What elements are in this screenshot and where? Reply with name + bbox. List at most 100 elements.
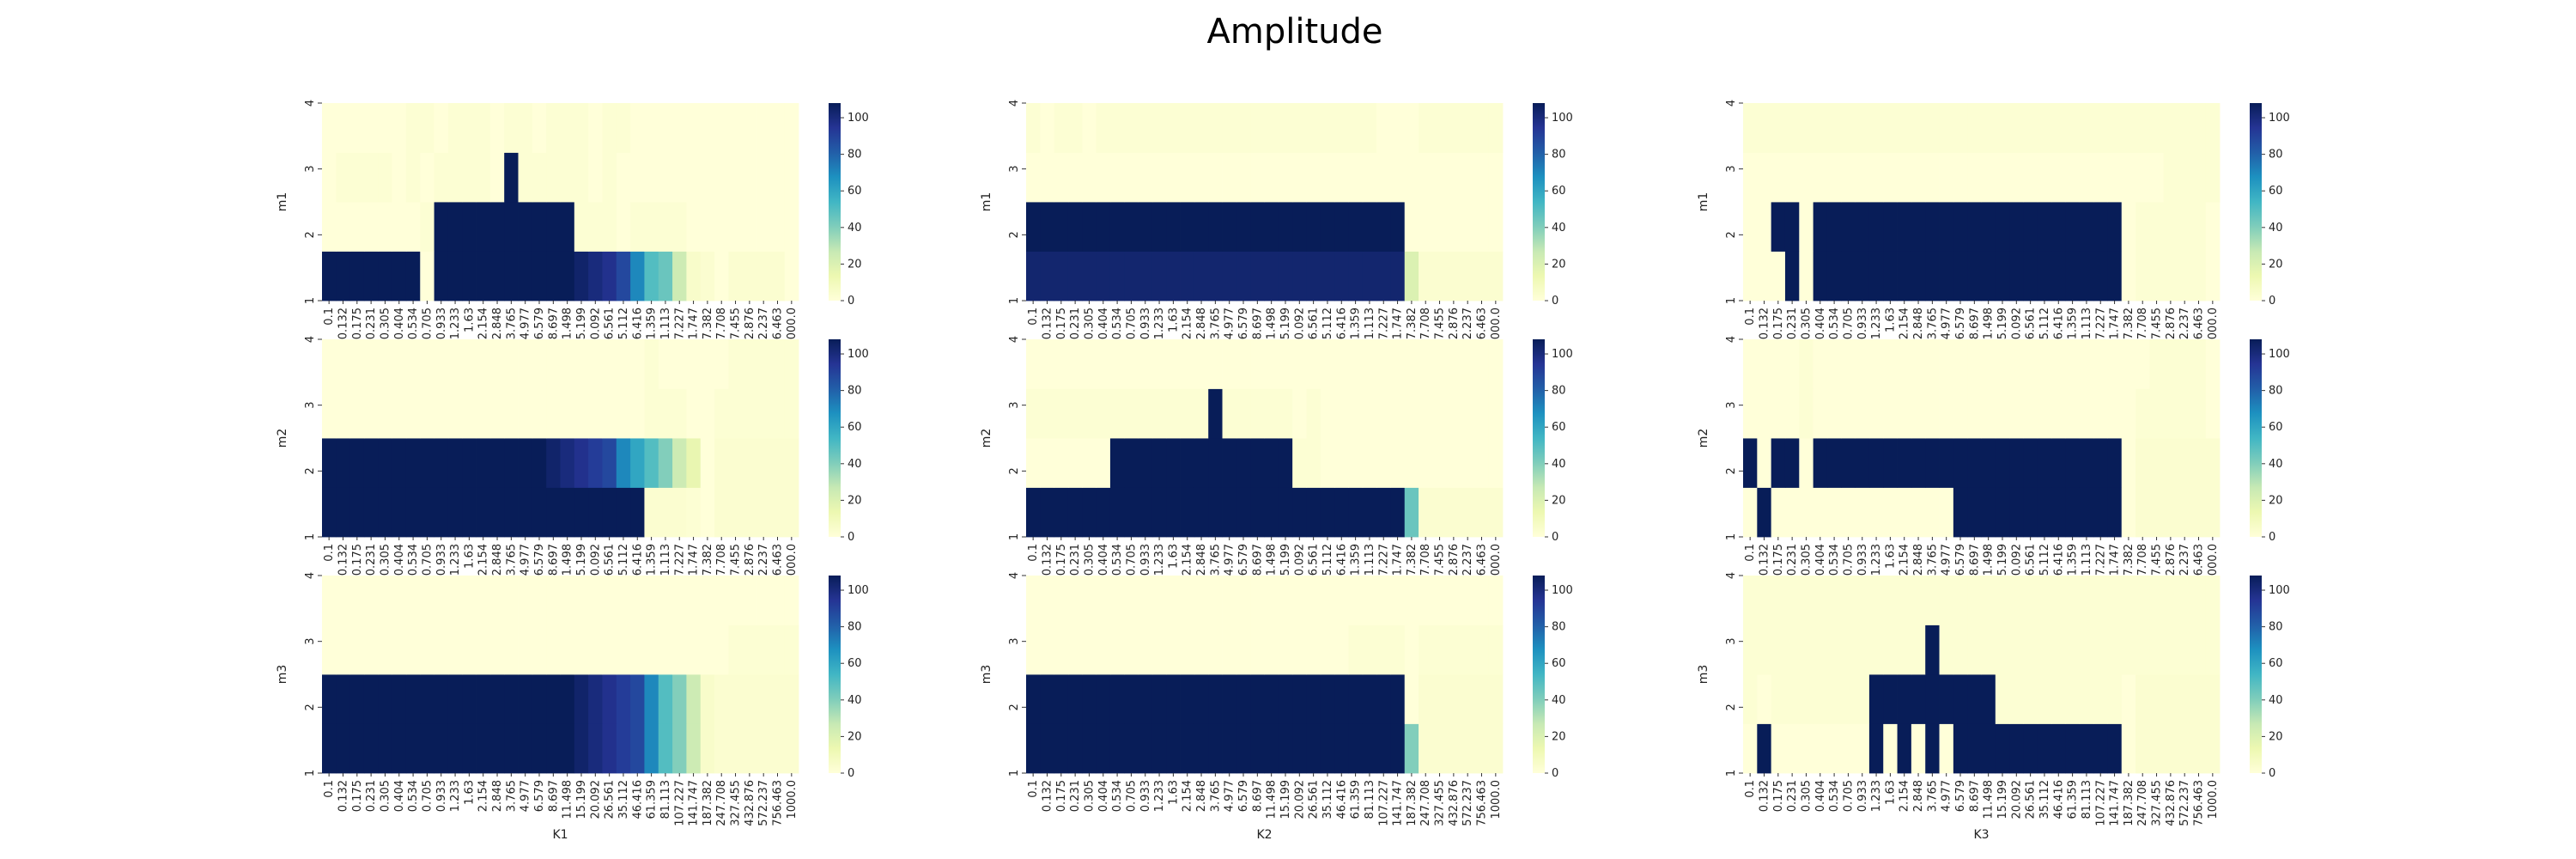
x-tick-label: 35.112 [2038,544,2051,583]
heatmap-cell [322,388,337,439]
x-tick-label: 0.132 [1041,308,1054,339]
x-tick-label: 0.1 [1027,308,1040,326]
x-tick-label: 0.305 [1800,780,1813,812]
x-tick-label: 2.848 [1195,308,1208,339]
heatmap-cell [1461,251,1475,302]
heatmap-cell [1124,388,1139,439]
heatmap-cell [1292,339,1307,389]
heatmap-cell [532,438,547,488]
x-tick-label: 0.404 [1097,544,1110,576]
heatmap-cell [1995,723,2010,774]
heatmap-cell [2023,251,2038,302]
heatmap-cell [2163,487,2178,538]
colorbar-tick-label: 80 [848,385,862,398]
x-tick-label: 61.359 [1350,308,1363,347]
heatmap-cell [616,438,631,488]
colorbar [2250,576,2262,773]
x-tick-label: 141.747 [1392,780,1405,826]
heatmap-cell [462,576,477,625]
heatmap-cell [518,674,533,724]
heatmap-cell [1278,251,1293,302]
heatmap-cell [1264,388,1279,439]
heatmap-cell [1925,152,1940,203]
heatmap-cell [1757,103,1772,153]
heatmap-cell [1446,152,1461,203]
heatmap-cell [476,487,491,538]
heatmap-cell [1194,202,1209,252]
heatmap-cell [1432,438,1448,488]
heatmap-cell [1306,103,1321,153]
heatmap-cell [447,723,463,774]
x-tick-label: 11.498 [1266,780,1279,819]
heatmap-cell [1981,251,1996,302]
heatmap-cell [1138,152,1153,203]
heatmap-cell [1376,438,1391,488]
heatmap-cell [1250,202,1265,252]
heatmap-cell [1474,251,1490,302]
heatmap-cell [2121,251,2136,302]
colorbar-tick-label: 40 [1552,458,1566,471]
heatmap-cell [489,103,505,153]
heatmap-cell [476,388,491,439]
y-tick-label: 2 [1725,231,1738,238]
x-tick-label: 46.416 [2052,544,2065,583]
heatmap-cell [1054,723,1069,774]
heatmap-cell [1292,487,1307,538]
heatmap-cell [658,388,673,439]
heatmap-cell [1166,723,1181,774]
heatmap-cell [462,487,477,538]
heatmap-cell [1939,152,1954,203]
heatmap-cell [602,723,617,774]
heatmap-cell [1151,251,1167,302]
colorbar-tick-label: 0 [1552,295,1558,308]
colorbar-tick-label: 100 [2269,584,2290,597]
heatmap-cell [770,723,786,774]
heatmap-cell [742,674,757,724]
heatmap-cell [378,624,393,675]
heatmap-cell [1911,487,1926,538]
heatmap-cell [784,487,799,538]
x-tick-label: 756.463 [772,780,785,826]
heatmap-cell [2149,438,2165,488]
heatmap-cell [1939,103,1954,153]
x-tick-label: 26.561 [1308,544,1321,583]
heatmap-cell [560,487,575,538]
heatmap-cell [1925,723,1940,774]
y-axis-label: m2 [980,429,993,448]
heatmap-cell [504,624,519,675]
heatmap-cell [700,723,715,774]
heatmap-cell [2136,339,2150,389]
heatmap-cell [392,487,407,538]
x-tick-label: 35.112 [1321,544,1334,583]
colorbar-tick-label: 80 [1552,149,1566,161]
heatmap-cell [1883,438,1898,488]
heatmap-cell [1757,487,1772,538]
colorbar-tick-label: 80 [2269,621,2283,634]
heatmap-cell [349,576,365,625]
heatmap-cell [1855,438,1870,488]
x-tick-label: 4.977 [519,780,532,812]
heatmap-cell [1222,487,1237,538]
heatmap-cell [1826,103,1842,153]
colorbar-tick-label: 0 [848,767,854,780]
heatmap-cell [560,152,575,203]
heatmap-cell [378,438,393,488]
heatmap-cell [1419,339,1433,389]
colorbar-tick-label: 20 [1552,494,1566,507]
x-tick-label: 432.876 [2165,780,2178,826]
heatmap-cell [2093,576,2108,625]
heatmap-cell [714,103,729,153]
heatmap-cell [770,388,786,439]
heatmap-cell [770,438,786,488]
x-tick-label: 8.697 [1968,780,1981,812]
heatmap-cell [392,438,407,488]
heatmap-cell [2051,723,2066,774]
colorbar-tick-label: 100 [1552,112,1573,125]
heatmap-cell [714,152,729,203]
heatmap-cell [1883,202,1898,252]
heatmap-cell [756,152,771,203]
heatmap-cell [518,103,533,153]
heatmap-cell [1474,624,1490,675]
heatmap-cell [1348,674,1364,724]
heatmap-cell [1109,339,1125,389]
